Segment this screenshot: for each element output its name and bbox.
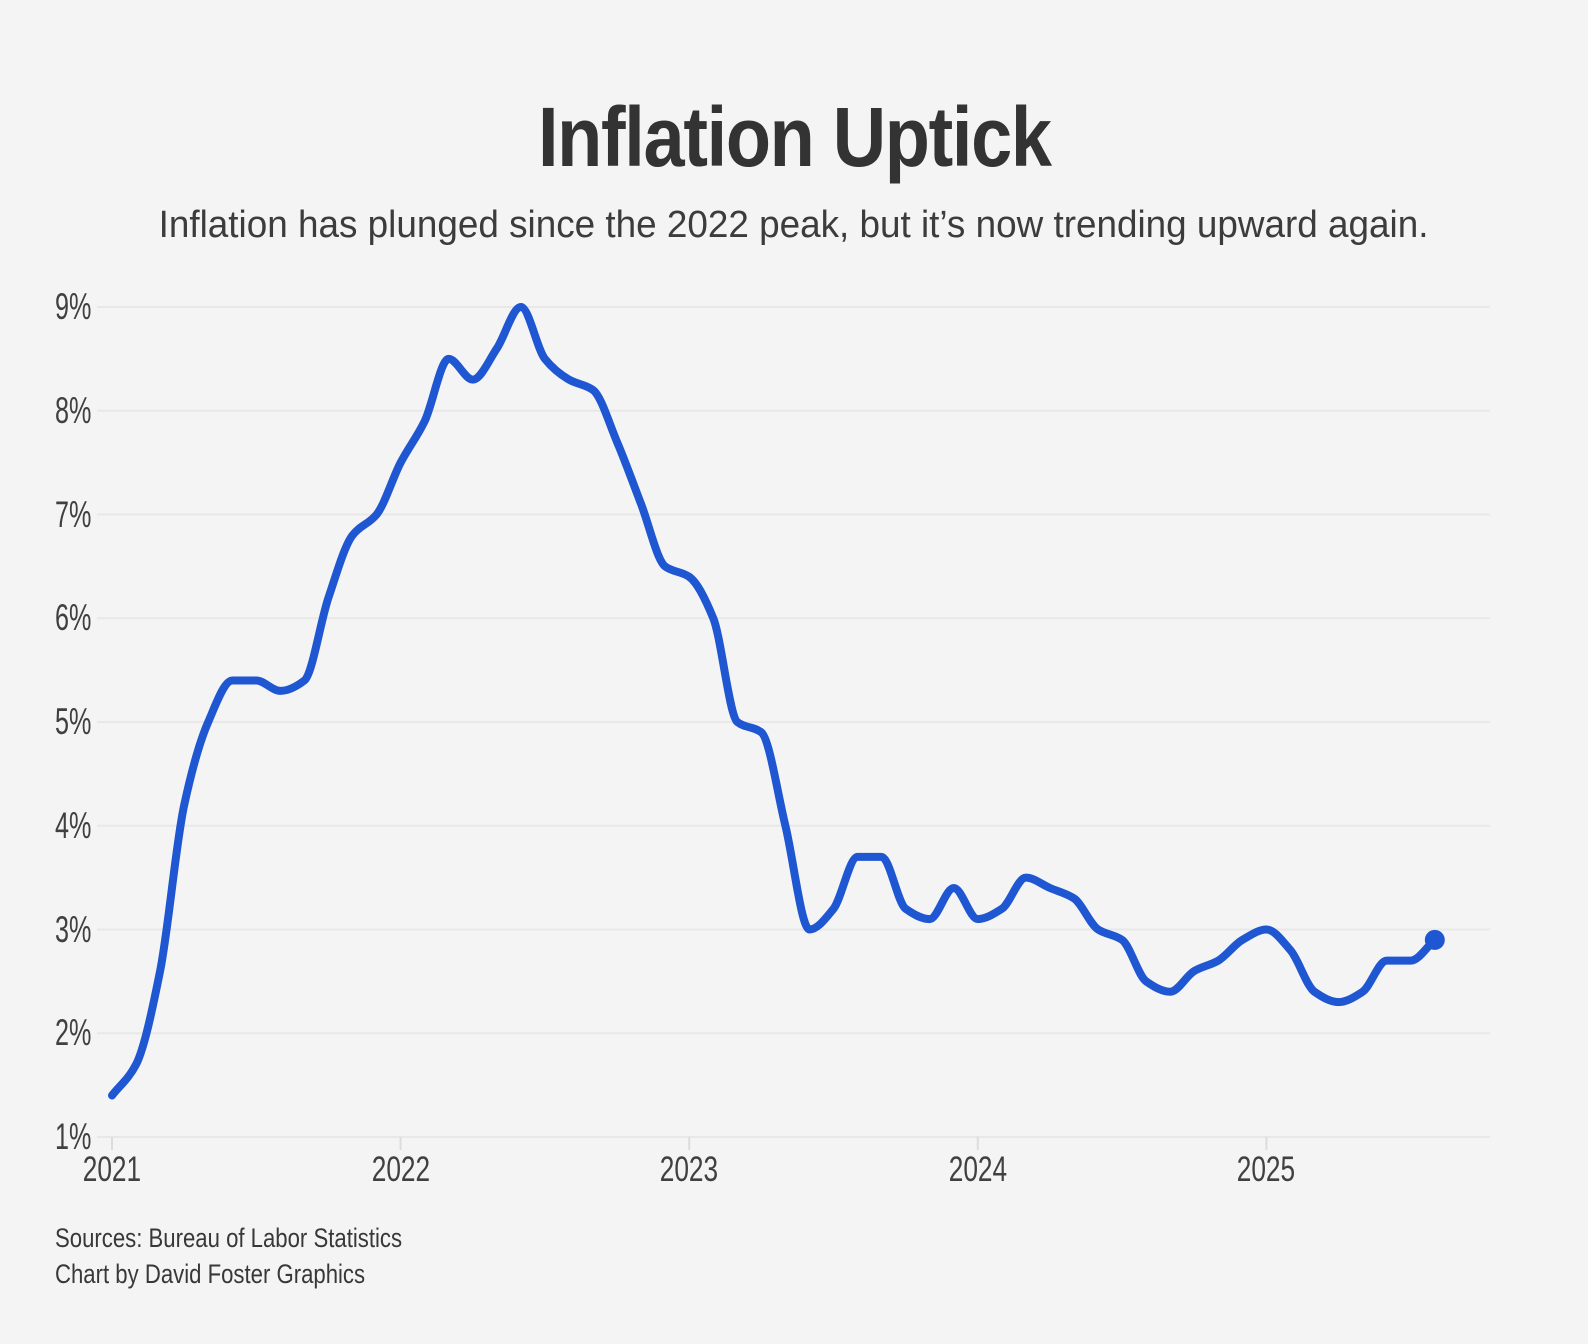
y-axis-label: 7% <box>55 496 108 534</box>
x-axis-label-text: 2024 <box>948 1150 1008 1189</box>
source-note: Sources: Bureau of Labor Statistics Char… <box>55 1220 478 1292</box>
credit-line-text: Chart by David Foster Graphics <box>55 1259 366 1289</box>
chart-subtitle: Inflation has plunged since the 2022 pea… <box>0 203 1588 249</box>
y-axis-label-text: 9% <box>55 286 92 327</box>
source-line-text: Sources: Bureau of Labor Statistics <box>55 1223 403 1253</box>
y-axis-label-text: 7% <box>55 494 92 535</box>
x-axis-label: 2024 <box>898 1150 1058 1190</box>
x-axis-label-text: 2021 <box>82 1150 142 1189</box>
x-axis-label: 2022 <box>321 1150 481 1190</box>
y-axis-label: 9% <box>55 288 108 326</box>
y-axis-label-text: 2% <box>55 1012 92 1053</box>
page-title-text: Inflation Uptick <box>537 90 1052 184</box>
chart-subtitle-text: Inflation has plunged since the 2022 pea… <box>159 204 1429 246</box>
y-axis-label: 4% <box>55 807 108 845</box>
y-axis-label-text: 1% <box>55 1116 92 1157</box>
y-axis-label-text: 5% <box>55 701 92 742</box>
y-axis-label: 3% <box>55 911 108 949</box>
y-axis-label: 8% <box>55 392 108 430</box>
x-axis-label: 2023 <box>609 1150 769 1190</box>
y-axis-label-text: 8% <box>55 390 92 431</box>
y-axis-label: 1% <box>55 1118 108 1156</box>
x-axis-label-text: 2023 <box>659 1150 719 1189</box>
y-axis-label-text: 3% <box>55 909 92 950</box>
page-title: Inflation Uptick <box>0 93 1588 181</box>
y-axis-label: 5% <box>55 703 108 741</box>
x-axis-label: 2021 <box>32 1150 192 1190</box>
y-axis-label: 6% <box>55 599 108 637</box>
credit-line: Chart by David Foster Graphics <box>55 1256 478 1292</box>
x-axis-label-text: 2025 <box>1236 1150 1296 1189</box>
x-axis-label-text: 2022 <box>371 1150 431 1189</box>
x-axis-label: 2025 <box>1186 1150 1346 1190</box>
y-axis-label-text: 4% <box>55 805 92 846</box>
inflation-line <box>108 303 1439 1100</box>
y-axis-label: 2% <box>55 1014 108 1052</box>
y-axis-label-text: 6% <box>55 597 92 638</box>
source-line: Sources: Bureau of Labor Statistics <box>55 1220 478 1256</box>
latest-point-dot <box>1424 929 1445 950</box>
